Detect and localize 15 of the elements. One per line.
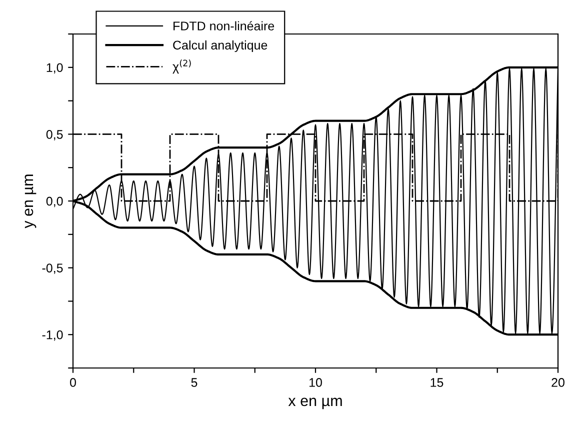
- x-tick-label: 0: [70, 378, 76, 387]
- legend-label: χ$^{(2)}$: [172, 60, 191, 74]
- y-axis-title: y en µm: [24, 174, 36, 228]
- x-tick-label: 20: [552, 378, 564, 387]
- x-axis-title: x en µm: [288, 398, 342, 410]
- y-tick-label: 0,0: [46, 196, 63, 208]
- x-tick-label: 5: [191, 378, 198, 387]
- x-tick-label: 15: [430, 378, 444, 387]
- y-tick-label: 0,5: [46, 130, 63, 140]
- legend-label: FDTD non-linéaire: [174, 21, 274, 30]
- y-tick-label: 1,0: [46, 63, 63, 74]
- legend-label: Calcul analytique: [173, 40, 268, 52]
- y-tick-label: -0,5: [42, 264, 63, 274]
- y-tick-label: -1,0: [42, 330, 63, 341]
- x-tick-label: 10: [310, 378, 322, 387]
